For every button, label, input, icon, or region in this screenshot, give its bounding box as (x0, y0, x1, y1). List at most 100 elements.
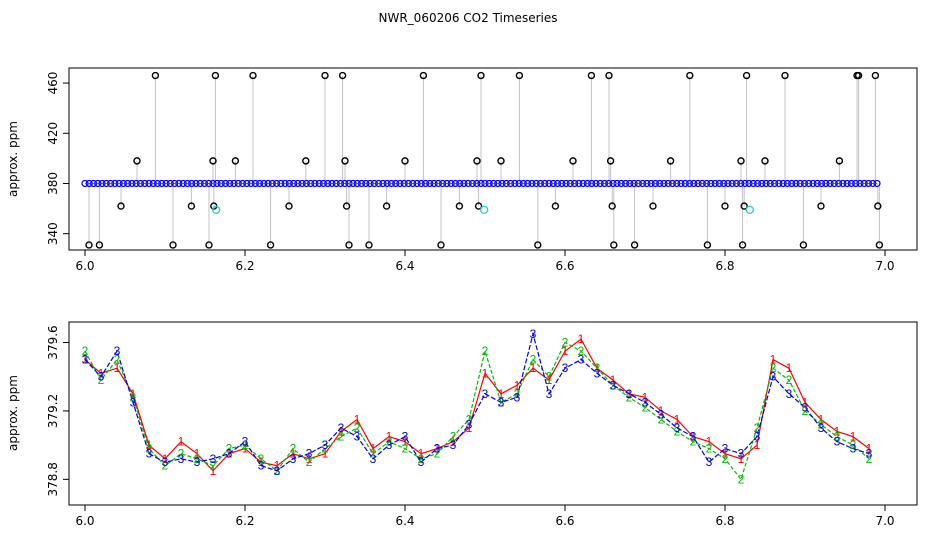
x-tick-label: 6.6 (555, 259, 574, 273)
series-point-label-2: 2 (546, 370, 553, 384)
outlier-point (738, 241, 747, 249)
series-point-label-2: 2 (386, 435, 393, 449)
series-point-label-1: 1 (322, 447, 329, 461)
outlier-point (187, 202, 196, 210)
series-point-label-3: 3 (786, 387, 793, 401)
series-point-label-1: 1 (146, 438, 153, 452)
x-tick-label: 6.8 (715, 259, 734, 273)
outlier-point (231, 157, 240, 165)
top-cyan-series (211, 205, 754, 215)
series-point-label-2: 2 (722, 452, 729, 466)
series-point-label-1: 1 (690, 430, 697, 444)
series-point-label-1: 1 (834, 424, 841, 438)
series-point-label-1: 1 (370, 442, 377, 456)
x-tick-label: 6.0 (75, 514, 94, 528)
outlier-point (874, 202, 882, 210)
outlier-point (345, 241, 353, 249)
series-point-label-2: 2 (290, 442, 297, 456)
series-point-label-1: 1 (466, 421, 473, 435)
outlier-point (266, 241, 275, 249)
series-point-label-3: 3 (306, 447, 313, 461)
series-point-label-1: 1 (818, 412, 825, 426)
outlier-point (151, 71, 160, 80)
x-tick-label: 7.0 (875, 514, 894, 528)
series-point-label-1: 1 (178, 435, 185, 449)
x-tick-label: 6.8 (715, 514, 734, 528)
series-point-label-2: 2 (354, 421, 361, 435)
series-point-label-1: 1 (98, 366, 105, 380)
series-point-label-1: 1 (850, 430, 857, 444)
y-tick-label: 378.8 (46, 462, 60, 496)
outlier-point (737, 157, 745, 165)
series-point-label-3: 3 (162, 455, 169, 469)
series-point-label-1: 1 (82, 353, 89, 367)
outlier-point (437, 241, 445, 249)
series-point-label-1: 1 (658, 404, 665, 418)
series-point-label-1: 1 (210, 464, 217, 478)
outlier-point (515, 71, 524, 80)
outlier-point (302, 157, 310, 165)
series-point-label-3: 3 (130, 395, 137, 409)
top-baseline-series (81, 179, 881, 188)
series-point-label-3: 3 (738, 447, 745, 461)
series-point-label-1: 1 (386, 430, 393, 444)
outlier-point (455, 202, 464, 210)
series-point-label-3: 3 (546, 387, 553, 401)
series-point-label-2: 2 (370, 447, 377, 461)
outlier-point (835, 157, 844, 165)
series-point-label-3: 3 (338, 421, 345, 435)
series-point-label-1: 1 (706, 435, 713, 449)
series-point-label-3: 3 (434, 442, 441, 456)
top-y-axis-label: approx. ppm (6, 121, 20, 197)
series-point-label-2: 2 (82, 344, 89, 358)
top-x-axis: 6.0 6.2 6.4 6.6 6.8 7.0 (75, 250, 895, 273)
series-point-label-3: 3 (194, 455, 201, 469)
series-point-label-1: 1 (594, 361, 601, 375)
outlier-point (781, 71, 789, 80)
series-point-label-3: 3 (818, 421, 825, 435)
outlier-point (587, 71, 596, 80)
series-point-label-3: 3 (418, 455, 425, 469)
series-point-label-3: 3 (722, 442, 729, 456)
series-point-label-2: 2 (418, 452, 425, 466)
series-point-label-3: 3 (386, 438, 393, 452)
series-point-label-1: 1 (226, 447, 233, 461)
series-point-label-2: 2 (466, 412, 473, 426)
outlier-point (169, 241, 177, 249)
series-point-label-2: 2 (482, 344, 489, 358)
series-point-label-1: 1 (242, 442, 249, 456)
series-point-label-1: 1 (418, 447, 425, 461)
outlier-point (534, 241, 542, 249)
series-point-label-1: 1 (450, 435, 457, 449)
outlier-point (473, 157, 481, 165)
series-point-label-2: 2 (578, 344, 585, 358)
series-point-label-2: 2 (114, 353, 121, 367)
outlier-point (211, 71, 220, 80)
outlier-point (761, 157, 769, 165)
outlier-point (551, 202, 560, 210)
outlier-point (742, 71, 751, 80)
y-tick-label: 379.2 (46, 394, 60, 428)
series-point-label-3: 3 (370, 452, 377, 466)
top-plot-area (68, 67, 918, 251)
outlier-point (606, 157, 615, 165)
y-tick-label: 420 (46, 122, 60, 145)
series-point-label-2: 2 (146, 442, 153, 456)
series-point-label-1: 1 (866, 442, 873, 456)
outlier-point (477, 71, 485, 80)
series-point-label-2: 2 (242, 438, 249, 452)
outlier-point (608, 202, 616, 210)
series-line-3 (84, 331, 870, 472)
outlier-point (341, 157, 349, 165)
series-point-label-3: 3 (658, 407, 665, 421)
series-point-label-2: 2 (434, 447, 441, 461)
outlier-point (799, 241, 808, 249)
outlier-point (666, 157, 675, 165)
series-point-label-2: 2 (706, 442, 713, 456)
series-point-label-3: 3 (562, 361, 569, 375)
series-point-label-2: 2 (130, 390, 137, 404)
x-tick-label: 6.4 (395, 514, 414, 528)
series-point-label-1: 1 (722, 447, 729, 461)
series-point-label-3: 3 (674, 421, 681, 435)
